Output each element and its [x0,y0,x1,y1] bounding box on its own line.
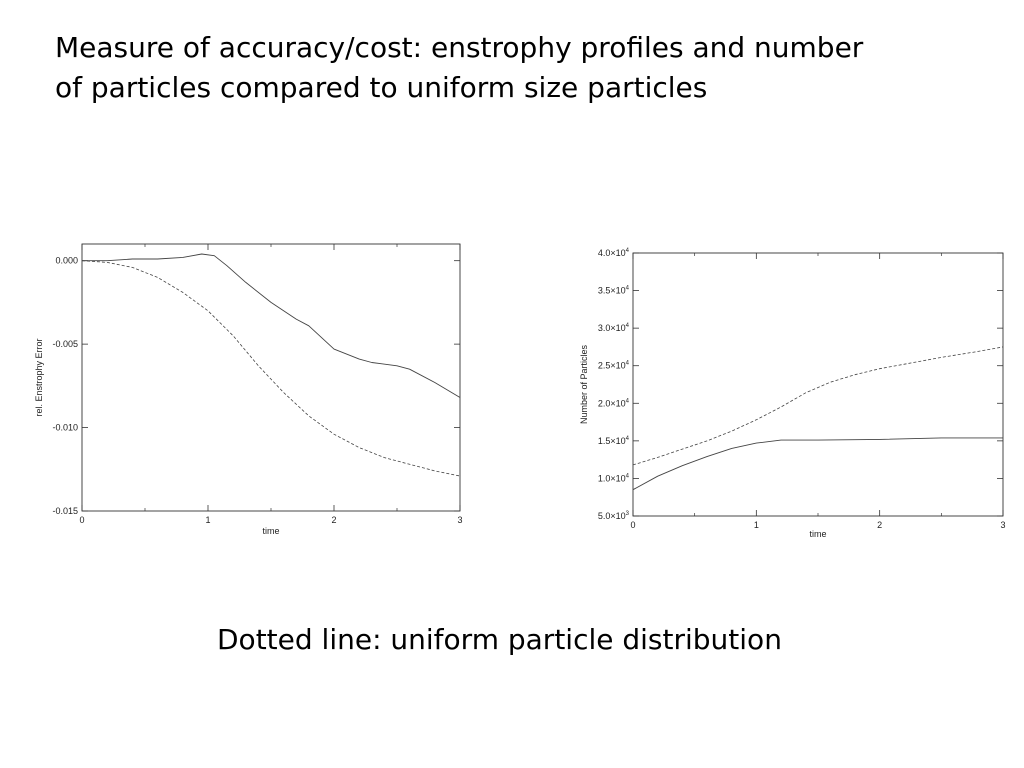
y-tick-mantissa: 5.0×10 [598,511,626,521]
y-tick-mantissa: 3.5×10 [598,286,626,296]
slide-title-line-2: of particles compared to uniform size pa… [55,71,708,104]
enstrophy-error-chart: 0 1 2 3 0.000 -0.005 -0.010 -0.015 time rel. Enst… [34,243,463,536]
y-tick-label: 1.0×104 [598,473,630,483]
y-axis-label: Number of Particles [579,344,589,424]
y-tick-label: 4.0×104 [598,248,630,258]
y-tick-label: -0.015 [52,506,78,516]
dotted-series-line [632,346,1004,466]
x-axis-label: time [262,526,279,536]
solid-series-line [632,437,1003,491]
y-tick-mantissa: 3.0×10 [598,323,626,333]
y-tick-label: 3.0×104 [598,323,630,333]
plot-frame [81,243,461,512]
dotted-series-line [81,260,461,477]
particle-count-chart: 0 1 2 34.0×1043.5×1043.0×1042.5×1042.0×1041… [579,248,1006,539]
y-tick-label: -0.005 [52,339,78,349]
x-tick-label: 3 [1000,520,1005,530]
y-tick-exponent: 3 [626,511,630,517]
y-tick-exponent: 4 [626,398,630,404]
y-tick-label: 5.0×103 [598,511,630,521]
y-tick-label: 0.000 [55,256,78,266]
slide-caption: Dotted line: uniform particle distributi… [217,623,782,656]
y-tick-exponent: 4 [626,361,630,367]
x-tick-label: 1 [754,520,759,530]
y-tick-exponent: 4 [626,286,630,292]
x-tick-label: 0 [630,520,635,530]
plot-frame [632,252,1004,517]
y-tick-exponent: 4 [626,473,630,479]
slide-title: Measure of accuracy/cost: enstrophy prof… [55,28,995,108]
y-tick-label: -0.010 [52,423,78,433]
y-tick-label: 2.5×104 [598,361,630,371]
slide-title-line-1: Measure of accuracy/cost: enstrophy prof… [55,31,864,64]
y-tick-exponent: 4 [626,248,630,254]
y-tick-label: 1.5×104 [598,436,630,446]
y-tick-mantissa: 4.0×10 [598,248,626,258]
solid-series-line [82,253,461,398]
x-axis-label: time [809,529,826,539]
x-tick-label: 2 [331,515,336,525]
y-tick-exponent: 4 [626,323,630,329]
y-tick-mantissa: 2.5×10 [598,361,626,371]
y-tick-mantissa: 1.5×10 [598,436,626,446]
y-tick-label: 2.0×104 [598,398,630,408]
x-tick-label: 1 [205,515,210,525]
y-tick-exponent: 4 [626,436,630,442]
y-axis-label: rel. Enstrophy Error [34,338,44,416]
y-tick-label: 3.5×104 [598,286,630,296]
x-tick-label: 3 [457,515,462,525]
y-tick-mantissa: 2.0×10 [598,398,626,408]
x-tick-label: 0 [79,515,84,525]
x-tick-label: 2 [877,520,882,530]
y-tick-mantissa: 1.0×10 [598,473,626,483]
